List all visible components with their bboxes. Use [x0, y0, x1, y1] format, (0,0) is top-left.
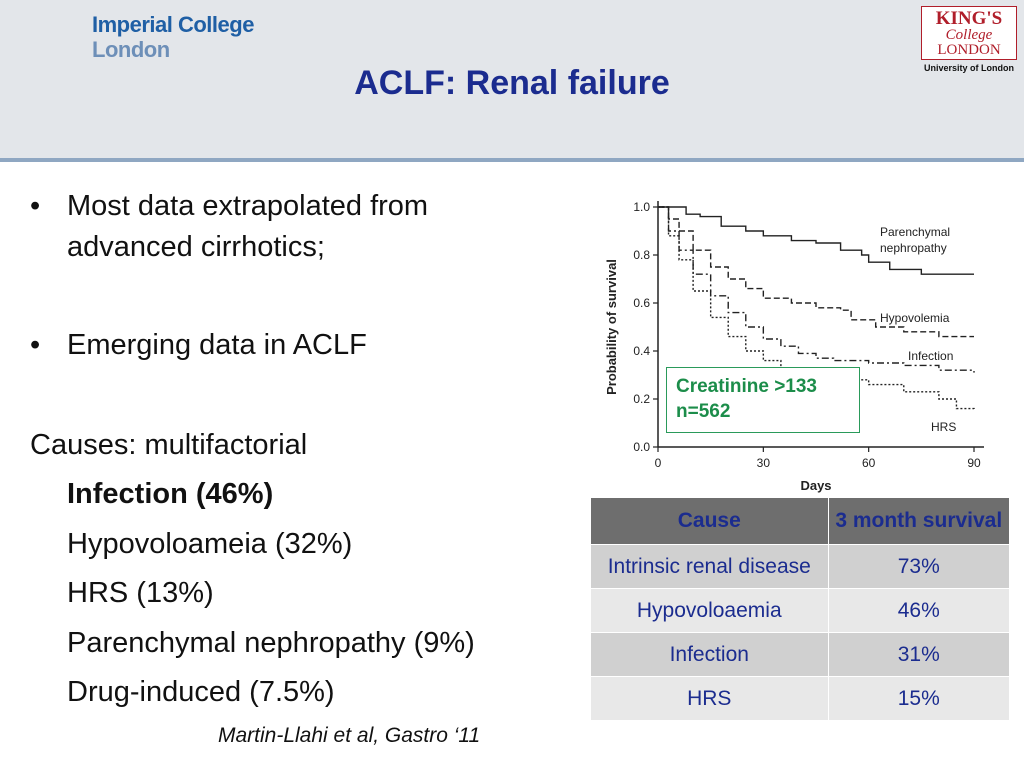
causes-section: Causes: multifactorial Infection (46%) H… — [30, 421, 475, 718]
cause-item-hrs: HRS (13%) — [67, 577, 214, 609]
cause-item-infection: Infection (46%) — [67, 478, 274, 510]
logo-left-line2: London — [92, 37, 170, 62]
logo-right-line2: College — [945, 27, 993, 43]
bullet-text: Emerging data in ACLF — [67, 329, 367, 361]
bullet-marker: • — [30, 190, 41, 222]
logo-left-line1: Imperial College — [92, 12, 254, 37]
survival-chart: 0.0 0.2 0.4 0.6 0.8 1.0 0 30 60 90 Days Probability… — [604, 200, 984, 493]
bullet-list: • Most data extrapolated from advanced c… — [30, 186, 570, 366]
y-tick-label: 0.6 — [633, 296, 650, 310]
series-label-infection: Infection — [908, 349, 953, 363]
y-tick-label: 0.2 — [633, 392, 650, 406]
y-tick-label: 1.0 — [633, 200, 650, 214]
bullet-marker: • — [30, 329, 41, 361]
logo-right-line4: University of London — [924, 63, 1014, 73]
x-tick-label: 30 — [757, 456, 771, 470]
slide-title: ACLF: Renal failure — [354, 64, 670, 102]
bullet-item: • Most data extrapolated from advanced c… — [30, 186, 570, 268]
y-axis-label: Probability of survival — [604, 259, 619, 395]
table-header-survival: 3 month survival — [827, 497, 1011, 545]
series-line-hypovolemia — [658, 206, 974, 338]
cause-item-hypovolaemia: Hypovoloameia (32%) — [67, 527, 353, 560]
bullet-text-line2: advanced cirrhotics; — [67, 231, 325, 263]
bullet-text-line1: Most data extrapolated from — [67, 190, 429, 222]
series-label-parenchymal: nephropathy — [880, 241, 947, 255]
table-row: Infection 31% — [590, 632, 1011, 677]
slide-header: Imperial College London ACLF: Renal fail… — [0, 0, 1024, 162]
y-tick-label: 0.4 — [633, 344, 650, 358]
cause-item-drug-induced: Drug-induced (7.5%) — [67, 676, 335, 708]
survival-table: Cause 3 month survival Intrinsic renal d… — [590, 497, 1011, 721]
logo-right-line3: LONDON — [937, 42, 1001, 58]
table-cell-survival: 73% — [827, 544, 1011, 589]
x-tick-label: 90 — [967, 456, 981, 470]
table-cell-survival: 46% — [827, 588, 1011, 633]
series-line-parenchymal-nephropathy — [658, 206, 974, 275]
x-axis-label: Days — [800, 478, 831, 493]
cause-item-parenchymal: Parenchymal nephropathy (9%) — [67, 626, 475, 659]
series-label-hypovolemia: Hypovolemia — [880, 311, 950, 325]
series-label-parenchymal: Parenchymal — [880, 225, 950, 239]
series-line-infection — [658, 206, 975, 373]
creatinine-annotation: Creatinine >133 n=562 — [666, 367, 860, 433]
causes-heading: Causes: multifactorial — [30, 429, 308, 461]
y-tick-label: 0.8 — [633, 248, 650, 262]
table-cell-cause: Intrinsic renal disease — [590, 544, 829, 589]
table-row: Intrinsic renal disease 73% — [590, 544, 1011, 589]
table-row: Hypovoloaemia 46% — [590, 588, 1011, 633]
bullet-item: • Emerging data in ACLF — [30, 325, 570, 366]
citation: Martin-Llahi et al, Gastro ‘11 — [218, 724, 481, 747]
table-cell-cause: Infection — [590, 632, 829, 677]
series-line-hrs — [658, 206, 975, 411]
table-header-row: Cause 3 month survival — [590, 497, 1011, 545]
x-tick-label: 0 — [655, 456, 662, 470]
table-header-cause: Cause — [590, 497, 829, 545]
table-cell-survival: 15% — [827, 676, 1011, 721]
kings-college-crest: KING'S College LONDON — [921, 6, 1017, 60]
x-tick-label: 60 — [862, 456, 876, 470]
table-cell-cause: HRS — [590, 676, 829, 721]
table-row: HRS 15% — [590, 676, 1011, 721]
annotation-line1: Creatinine >133 — [676, 376, 817, 397]
series-label-hrs: HRS — [931, 420, 956, 434]
logo-right-line1: KING'S — [935, 8, 1003, 29]
kings-college-logo: KING'S College LONDON University of Lond… — [921, 6, 1017, 86]
imperial-college-logo: Imperial College London — [92, 12, 254, 62]
annotation-line2: n=562 — [676, 401, 731, 422]
table-cell-cause: Hypovoloaemia — [590, 588, 829, 633]
y-tick-label: 0.0 — [633, 440, 650, 454]
table-cell-survival: 31% — [827, 632, 1011, 677]
